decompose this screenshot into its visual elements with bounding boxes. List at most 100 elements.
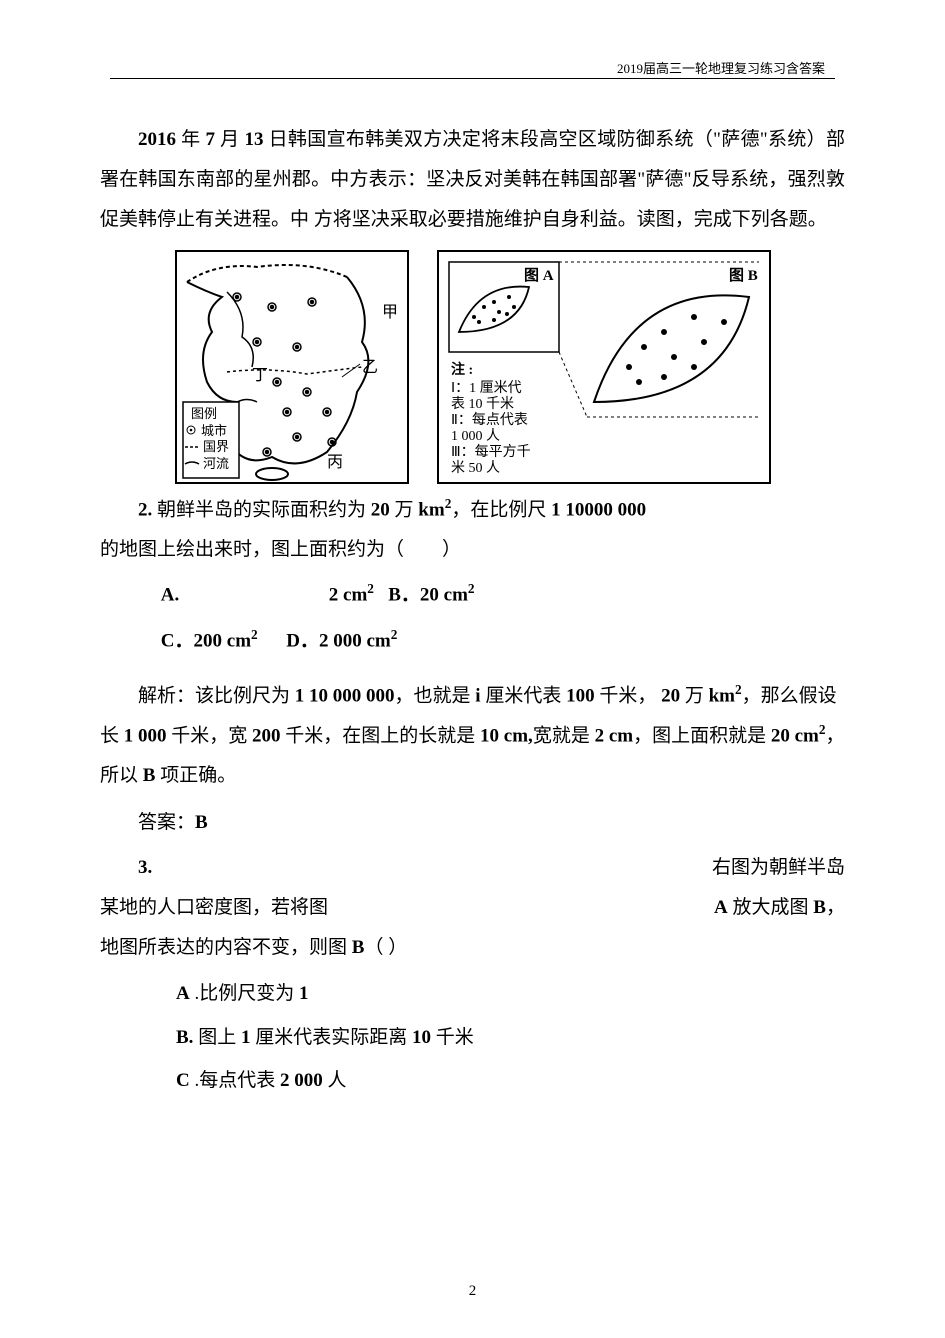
q2-text: ，在比例尺 [451,499,551,520]
q3-optB-label: B. [176,1027,193,1048]
page-number: 2 [0,1283,945,1300]
svg-text:注 :: 注 : [451,361,473,378]
q3-B: B [813,897,826,918]
sup: 2 [367,581,374,596]
exp-b: 1 000 [124,726,167,747]
svg-text:米 50 人: 米 50 人 [451,460,500,476]
svg-text:丁: 丁 [252,367,268,384]
exp-t: 项正确。 [155,765,236,786]
q3-optB-text: 图上 [193,1027,241,1048]
q3-line3: 地图所表达的内容不变，则图 [100,937,352,958]
exp-b: 20 cm [771,726,819,747]
svg-text:1 000 人: 1 000 人 [451,428,500,444]
q2-options: A. 2 cm2 B．20 cm2 C．200 cm2 D．2 000 cm2 [161,574,845,662]
sup: 2 [819,722,826,737]
q3-options: A .比例尺变为 1 B. 图上 1 厘米代表实际距离 10 千米 C .每点代… [176,972,845,1103]
exp-t: ，也就是 [395,685,476,706]
answer-value: B [195,812,208,833]
svg-text:图 B: 图 B [729,267,758,284]
answer-label: 答案： [138,812,195,833]
exp-t: ，图上面积就是 [633,726,771,747]
density-svg: 图 A 图 B [439,252,769,482]
svg-text:城市: 城市 [201,423,227,438]
sup: 2 [251,627,258,642]
q2-text: 的地图上绘出来时，图上面积约为（ ） [100,539,461,560]
q2-answer: 答案：B [100,802,845,844]
q3-optB-v2: 10 [412,1027,431,1048]
q3-optA-text: .比例尺变为 [190,983,299,1004]
exp-t: 解析：该比例尺为 [138,685,295,706]
q2-scale: 1 10000 000 [551,499,646,520]
figure-row: 甲 乙 丙 丁 图例 城市 国界 河流 图 A [100,250,845,484]
q2-stem: 2. 朝鲜半岛的实际面积约为 20 万 km2，在比例尺 1 10000 000 [100,490,845,530]
passage-t: 年 [176,129,206,150]
q3-stem: 3. 右图为朝鲜半岛 某地的人口密度图，若将图 A 放大成图 B， 地图所表达的… [100,848,845,968]
passage-bold-month: 7 [206,129,216,150]
sup: 2 [735,682,742,697]
svg-text:丙: 丙 [327,454,343,471]
q3-optA-label: A [176,983,190,1004]
q2-optB-val: 20 cm [420,584,468,605]
svg-text:乙: 乙 [362,359,378,376]
exp-t: 宽就是 [533,726,595,747]
q3-optA-val: 1 [299,983,309,1004]
q3-A: A [714,897,728,918]
q2-stem-2: 的地图上绘出来时，图上面积约为（ ） [100,530,845,570]
q2-text: 万 [390,499,419,520]
svg-text:甲: 甲 [382,304,398,321]
q3-number: 3. [138,857,152,878]
exp-b: km [709,685,735,706]
svg-text:图例: 图例 [191,406,217,421]
page: 2019届高三一轮地理复习练习含答案 2016 年 7 月 13 日韩国宣布韩美… [0,0,945,1338]
svg-text:河流: 河流 [203,456,229,471]
passage-bold-day: 13 [245,129,264,150]
passage: 2016 年 7 月 13 日韩国宣布韩美双方决定将末段高空区域防御系统（"萨德… [100,120,845,240]
q2-text: 朝鲜半岛的实际面积约为 [152,499,371,520]
exp-b: 200 [252,726,281,747]
q3-t: ， [826,897,845,918]
sup: 2 [391,627,398,642]
q3-optC-v: 2 000 [280,1070,323,1091]
map-figure: 甲 乙 丙 丁 图例 城市 国界 河流 [175,250,409,484]
exp-b: 1 10 000 000 [295,685,395,706]
svg-text:表 10 千米: 表 10 千米 [451,396,514,412]
q3-optB-tail: 千米 [431,1027,474,1048]
q3-left2: 某地的人口密度图，若将图 [100,888,328,928]
q2-optA-label: A. [161,584,179,605]
exp-t: 厘米代表 [481,685,567,706]
exp-t: 千米， [595,685,662,706]
q2-number: 2. [138,499,152,520]
q3-right1: 右图为朝鲜半岛 [712,848,845,888]
q2-optD-val: 2 000 cm [319,630,391,651]
exp-t: 千米，在图上的长就是 [281,726,481,747]
svg-text:Ⅰ：1 厘米代: Ⅰ：1 厘米代 [451,380,522,396]
q2-optC-label: C． [161,630,194,651]
svg-text:国界: 国界 [203,439,229,454]
exp-b: 2 cm [595,726,634,747]
passage-bold-year: 2016 [138,129,176,150]
q2-unit: km [418,499,444,520]
svg-text:Ⅲ：每平方千: Ⅲ：每平方千 [451,444,531,460]
density-figure: 图 A 图 B [437,250,771,484]
exp-b: B [143,765,156,786]
q3-paren: （ ） [364,937,407,958]
q3-optB-mid: 厘米代表实际距离 [250,1027,412,1048]
q2-optC-val: 200 cm [194,630,252,651]
svg-text:Ⅱ：每点代表: Ⅱ：每点代表 [451,412,528,428]
exp-b: 20 [661,685,680,706]
q3-optC-tail: 人 [323,1070,347,1091]
q3-t: 放大成图 [728,897,814,918]
exp-t: 万 [680,685,709,706]
exp-b: 10 cm, [480,726,533,747]
sup: 2 [468,581,475,596]
map-svg: 甲 乙 丙 丁 图例 城市 国界 河流 [177,252,407,482]
header-rule [110,78,835,79]
svg-text:图 A: 图 A [524,267,554,284]
q2-explanation: 解析：该比例尺为 1 10 000 000，也就是 i 厘米代表 100 千米，… [100,676,845,796]
q2-optA-val: 2 cm [329,584,368,605]
q3-optC-label: C [176,1070,190,1091]
passage-t: 月 [215,129,245,150]
exp-t: 千米，宽 [167,726,253,747]
q2-optD-label: D． [286,630,319,651]
q3-B2: B [352,937,365,958]
